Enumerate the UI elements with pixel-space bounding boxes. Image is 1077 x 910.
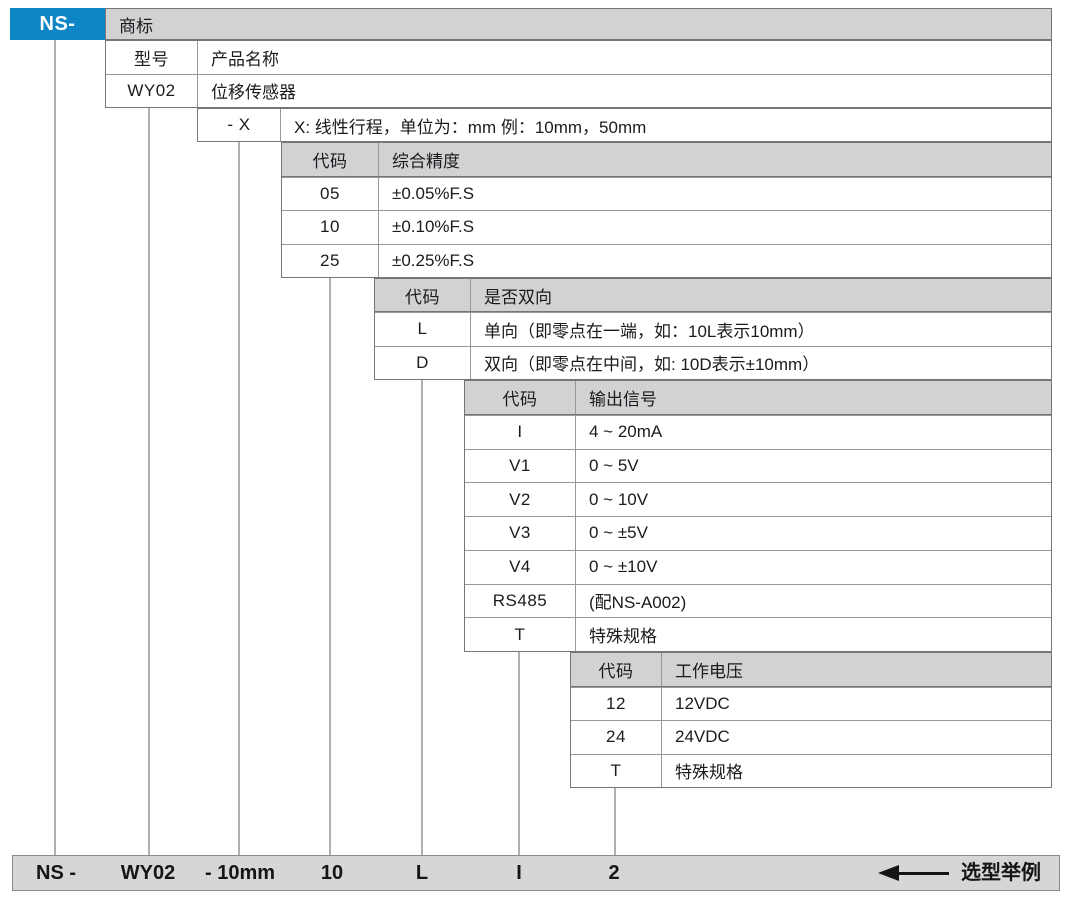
column-header-voltage: 工作电压: [675, 661, 743, 681]
value-cell: 0 ~ 5V: [589, 455, 639, 475]
connector-line-stroke: [238, 142, 240, 855]
example-segment-accuracy: 10: [320, 862, 344, 884]
table-row: V4 0 ~ ±10V: [465, 549, 1051, 584]
code-cell: 05: [282, 177, 379, 210]
example-segment-prefix: NS -: [36, 862, 76, 884]
example-segment-model: WY02: [120, 862, 176, 884]
column-header-code: 代码: [282, 143, 379, 176]
column-header-code: 代码: [571, 653, 662, 686]
value-cell: 4 ~ 20mA: [589, 422, 663, 442]
table-row: V2 0 ~ 10V: [465, 482, 1051, 516]
code-cell: V2: [465, 483, 576, 516]
table-row: RS485 (配NS-A002): [465, 583, 1051, 618]
code-cell: D: [375, 346, 471, 379]
table-row: L 单向（即零点在一端，如：10L表示10mm）: [375, 312, 1051, 346]
value-cell: 0 ~ ±5V: [589, 523, 648, 543]
value-cell: 单向（即零点在一端，如：10L表示10mm）: [484, 321, 815, 341]
connector-line-prefix: [54, 40, 56, 855]
table-row: I 4 ~ 20mA: [465, 414, 1051, 449]
connector-line-direction: [421, 380, 423, 855]
table-row: 05 ±0.05%F.S: [282, 176, 1051, 210]
trademark-row: 商标: [105, 8, 1052, 40]
code-cell: 10: [282, 211, 379, 244]
code-cell: V1: [465, 449, 576, 483]
value-cell: ±0.05%F.S: [392, 183, 475, 203]
value-cell: 双向（即零点在中间，如: 10D表示±10mm）: [484, 355, 820, 375]
example-segment-voltage: 2: [608, 862, 620, 884]
value-cell: 特殊规格: [589, 627, 657, 647]
value-cell: ±0.25%F.S: [392, 250, 475, 270]
value-cell: 24VDC: [675, 727, 730, 747]
accuracy-table: 代码 综合精度 05 ±0.05%F.S 10 ±0.10%F.S 25 ±0.…: [281, 142, 1052, 278]
table-row: 型号 产品名称: [106, 41, 1051, 74]
column-header-code: 代码: [375, 279, 471, 312]
value-cell: 12VDC: [675, 693, 730, 713]
connector-line-accuracy: [329, 278, 331, 855]
model-table: 型号 产品名称 WY02 位移传感器: [105, 40, 1052, 108]
left-arrow-line: [899, 871, 949, 875]
code-cell: I: [465, 415, 576, 449]
table-row: WY02 位移传感器: [106, 73, 1051, 107]
table-row: 25 ±0.25%F.S: [282, 243, 1051, 277]
table-row: - X X: 线性行程，单位为：mm 例：10mm，50mm: [198, 109, 1051, 141]
stroke-desc-cell: X: 线性行程，单位为：mm 例：10mm，50mm: [294, 117, 647, 137]
table-row: 12 12VDC: [571, 686, 1051, 720]
value-cell: ±0.10%F.S: [392, 217, 475, 237]
output-signal-table: 代码 输出信号 I 4 ~ 20mA V1 0 ~ 5V V2 0 ~ 10V …: [464, 380, 1052, 652]
table-row: T 特殊规格: [465, 617, 1051, 651]
value-cell: 特殊规格: [675, 763, 743, 783]
value-cell: 0 ~ ±10V: [589, 557, 658, 577]
stroke-row: - X X: 线性行程，单位为：mm 例：10mm，50mm: [197, 108, 1052, 142]
connector-line-voltage: [614, 788, 616, 855]
example-segment-direction: L: [415, 862, 429, 884]
table-row: 10 ±0.10%F.S: [282, 210, 1051, 244]
code-cell: V4: [465, 550, 576, 584]
table-row: T 特殊规格: [571, 753, 1051, 787]
code-cell: T: [571, 754, 662, 787]
table-row: D 双向（即零点在中间，如: 10D表示±10mm）: [375, 345, 1051, 379]
column-header-accuracy: 综合精度: [392, 151, 460, 171]
connector-line-output: [518, 652, 520, 855]
code-cell: T: [465, 618, 576, 651]
code-cell: 12: [571, 687, 662, 720]
code-cell: 24: [571, 721, 662, 754]
example-segment-stroke: - 10mm: [204, 862, 276, 884]
example-segment-output: I: [516, 862, 522, 884]
code-cell: V3: [465, 517, 576, 550]
table-header-row: 代码 工作电压: [571, 653, 1051, 687]
example-label: 选型举例: [961, 862, 1041, 884]
value-cell: 0 ~ 10V: [589, 489, 649, 509]
column-header-output-signal: 输出信号: [589, 389, 657, 409]
column-header-product-name: 产品名称: [211, 49, 279, 69]
column-header-direction: 是否双向: [484, 287, 552, 307]
example-pointer: 选型举例: [878, 855, 1041, 891]
model-code-cell: WY02: [106, 74, 198, 107]
column-header-model: 型号: [106, 41, 198, 74]
brand-prefix-label: NS-: [39, 12, 76, 35]
left-arrow-icon: [878, 865, 899, 881]
table-header-row: 代码 是否双向: [375, 279, 1051, 313]
connector-line-model: [148, 108, 150, 855]
voltage-table: 代码 工作电压 12 12VDC 24 24VDC T 特殊规格: [570, 652, 1052, 788]
direction-table: 代码 是否双向 L 单向（即零点在一端，如：10L表示10mm） D 双向（即零…: [374, 278, 1052, 380]
table-header-row: 代码 输出信号: [465, 381, 1051, 415]
code-cell: L: [375, 313, 471, 346]
value-cell: (配NS-A002): [589, 593, 687, 613]
brand-prefix-box: NS-: [10, 8, 105, 40]
column-header-code: 代码: [465, 381, 576, 414]
table-row: V3 0 ~ ±5V: [465, 516, 1051, 550]
table-row: 24 24VDC: [571, 720, 1051, 754]
trademark-label: 商标: [119, 16, 153, 36]
table-row: V1 0 ~ 5V: [465, 448, 1051, 483]
product-name-cell: 位移传感器: [211, 83, 296, 103]
table-header-row: 代码 综合精度: [282, 143, 1051, 177]
code-cell: RS485: [465, 584, 576, 618]
stroke-code-cell: - X: [198, 109, 281, 141]
code-cell: 25: [282, 244, 379, 277]
